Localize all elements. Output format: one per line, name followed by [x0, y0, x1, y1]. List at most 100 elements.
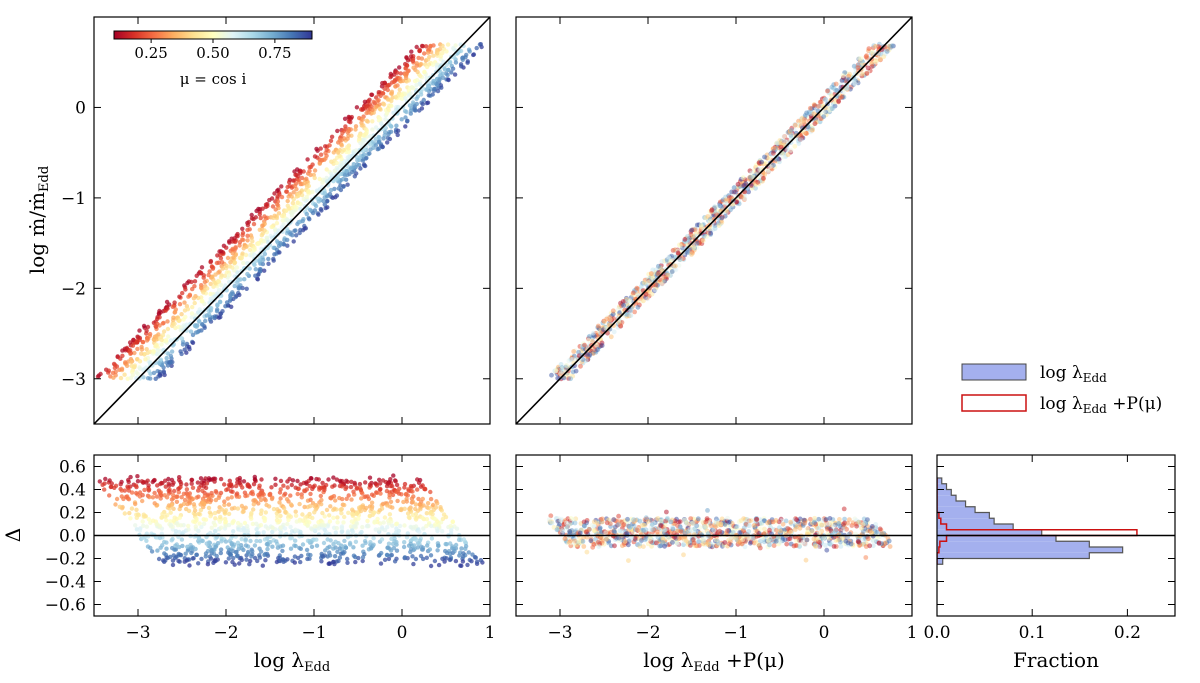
scatter-point	[142, 514, 148, 519]
scatter-point	[366, 99, 371, 104]
scatter-point	[661, 275, 667, 280]
scatter-point	[219, 260, 225, 265]
scatter-point	[245, 227, 250, 233]
scatter-point	[166, 488, 171, 493]
scatter-point	[140, 339, 146, 345]
scatter-point	[846, 73, 852, 79]
scatter-point	[193, 330, 199, 335]
scatter-point	[327, 550, 332, 555]
scatter-point	[394, 70, 400, 75]
scatter-point	[173, 547, 179, 552]
scatter-point	[469, 559, 474, 564]
scatter-point	[107, 493, 112, 498]
colorbar-tick-label: 0.50	[196, 44, 229, 62]
scatter-point	[343, 127, 348, 132]
scatter-point	[136, 512, 141, 518]
scatter-point	[336, 149, 341, 155]
scatter-point	[156, 556, 162, 562]
scatter-point	[332, 168, 337, 174]
scatter-point	[306, 552, 311, 557]
scatter-point	[141, 375, 146, 380]
scatter-point	[334, 526, 339, 531]
scatter-point	[278, 525, 283, 530]
y-tick-label: 0.4	[59, 481, 86, 501]
scatter-point	[421, 97, 426, 103]
scatter-point	[245, 271, 250, 277]
scatter-point	[241, 527, 247, 532]
scatter-point	[209, 490, 214, 496]
scatter-point	[345, 130, 350, 135]
scatter-point	[257, 553, 262, 558]
scatter-point	[201, 521, 207, 526]
scatter-point	[466, 550, 471, 555]
scatter-point	[358, 141, 363, 146]
scatter-point	[189, 550, 194, 556]
scatter-point	[168, 522, 174, 528]
scatter-point	[367, 513, 373, 518]
scatter-point	[251, 216, 256, 222]
scatter-point	[452, 549, 457, 554]
scatter-point	[179, 351, 184, 357]
scatter-point	[444, 49, 449, 54]
scatter-point	[320, 520, 325, 525]
scatter-point	[301, 169, 306, 174]
scatter-point	[785, 152, 791, 158]
scatter-point	[588, 538, 594, 544]
scatter-point	[187, 563, 192, 568]
scatter-point	[264, 542, 270, 547]
scatter-point	[889, 43, 895, 49]
scatter-point	[252, 543, 258, 548]
scatter-point	[716, 223, 722, 229]
scatter-point	[456, 537, 462, 542]
scatter-point	[234, 491, 240, 496]
scatter-point	[241, 509, 246, 514]
scatter-point	[218, 550, 223, 556]
scatter-point	[267, 492, 273, 498]
scatter-point	[645, 296, 650, 302]
scatter-point	[467, 49, 472, 54]
scatter-point	[340, 529, 345, 534]
scatter-point	[149, 549, 155, 554]
scatter-point	[285, 198, 290, 204]
scatter-point	[249, 547, 254, 552]
scatter-point	[194, 273, 199, 278]
scatter-point	[223, 283, 228, 288]
scatter-point	[363, 131, 368, 136]
scatter-point	[440, 75, 446, 81]
scatter-point	[411, 543, 417, 548]
scatter-point	[256, 492, 261, 498]
scatter-point	[214, 553, 219, 559]
scatter-point	[285, 184, 290, 190]
scatter-point	[390, 505, 395, 510]
scatter-point	[652, 287, 658, 293]
scatter-point	[148, 360, 153, 365]
scatter-point	[208, 498, 214, 503]
scatter-point	[281, 483, 286, 488]
colorbar-ticks: 0.25 0.50 0.75	[134, 39, 292, 62]
scatter-point	[126, 479, 131, 485]
scatter-point	[365, 518, 370, 524]
scatter-point	[369, 506, 374, 511]
scatter-point	[212, 510, 218, 516]
scatter-point	[297, 519, 302, 524]
scatter-point	[414, 96, 419, 102]
scatter-point	[130, 372, 136, 378]
scatter-point	[290, 478, 296, 483]
scatter-point	[840, 73, 846, 79]
scatter-point	[438, 83, 444, 88]
scatter-point	[168, 338, 174, 343]
scatter-point	[669, 269, 675, 274]
colorbar-tick-label: 0.25	[134, 44, 167, 62]
scatter-point	[395, 132, 400, 138]
scatter-point	[119, 488, 125, 493]
scatter-point	[222, 482, 227, 487]
scatter-point	[620, 299, 626, 304]
scatter-point	[309, 476, 314, 481]
scatter-point	[223, 539, 229, 544]
scatter-point	[449, 70, 454, 75]
scatter-point	[600, 538, 605, 544]
scatter-point	[450, 519, 455, 524]
scatter-point	[182, 347, 187, 352]
scatter-point	[388, 499, 394, 504]
scatter-point	[189, 481, 194, 486]
